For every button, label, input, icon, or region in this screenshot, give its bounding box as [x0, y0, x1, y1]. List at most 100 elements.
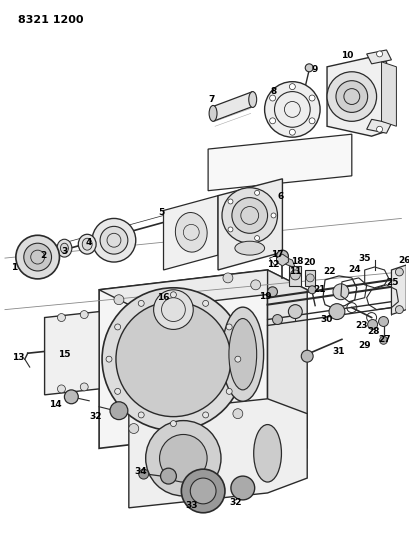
Circle shape — [375, 51, 382, 57]
Circle shape — [301, 350, 312, 362]
Text: 11: 11 — [288, 268, 301, 277]
Text: 29: 29 — [357, 341, 370, 350]
Circle shape — [153, 290, 193, 329]
Text: 33: 33 — [184, 502, 197, 510]
Text: 25: 25 — [385, 278, 398, 287]
Circle shape — [24, 243, 52, 271]
Circle shape — [379, 336, 387, 344]
Text: 8321 1200: 8321 1200 — [18, 15, 83, 25]
Circle shape — [202, 412, 208, 418]
Circle shape — [234, 356, 240, 362]
Circle shape — [335, 80, 367, 112]
Text: 13: 13 — [11, 353, 24, 362]
Circle shape — [227, 227, 232, 232]
Polygon shape — [391, 265, 405, 314]
Circle shape — [267, 287, 277, 297]
Ellipse shape — [175, 213, 207, 252]
Text: 32: 32 — [229, 498, 242, 507]
Circle shape — [332, 284, 348, 300]
Ellipse shape — [57, 239, 72, 257]
Ellipse shape — [234, 241, 264, 255]
Circle shape — [115, 324, 120, 330]
Text: 24: 24 — [348, 265, 360, 274]
Polygon shape — [366, 119, 391, 133]
Text: 17: 17 — [270, 249, 283, 259]
Polygon shape — [267, 270, 306, 448]
Circle shape — [222, 273, 232, 283]
Text: 18: 18 — [290, 256, 303, 265]
Text: 5: 5 — [158, 208, 164, 217]
Circle shape — [394, 268, 402, 276]
Circle shape — [80, 311, 88, 319]
Text: 4: 4 — [86, 238, 92, 247]
Text: 19: 19 — [258, 292, 271, 301]
Circle shape — [306, 274, 313, 282]
Circle shape — [160, 468, 176, 484]
Circle shape — [226, 389, 231, 394]
Text: 1: 1 — [11, 263, 17, 272]
Circle shape — [326, 72, 375, 122]
Polygon shape — [99, 270, 267, 448]
Text: 28: 28 — [366, 327, 379, 336]
Circle shape — [288, 305, 301, 319]
Circle shape — [232, 409, 242, 418]
Ellipse shape — [248, 92, 256, 108]
Text: 23: 23 — [355, 321, 367, 330]
Polygon shape — [45, 312, 99, 395]
Circle shape — [231, 198, 267, 233]
Text: 15: 15 — [58, 350, 70, 359]
Text: 14: 14 — [49, 400, 62, 409]
Text: 30: 30 — [320, 315, 333, 324]
Circle shape — [80, 383, 88, 391]
Circle shape — [289, 84, 294, 90]
Circle shape — [308, 95, 314, 101]
Bar — [289, 266, 301, 286]
Circle shape — [230, 476, 254, 500]
Circle shape — [128, 424, 138, 433]
Text: 26: 26 — [397, 255, 409, 264]
Text: 21: 21 — [312, 285, 325, 294]
Circle shape — [116, 302, 230, 417]
Circle shape — [102, 288, 244, 431]
Polygon shape — [366, 50, 391, 64]
Ellipse shape — [221, 307, 263, 401]
Circle shape — [308, 286, 315, 294]
Circle shape — [170, 292, 176, 298]
Polygon shape — [163, 196, 218, 270]
Circle shape — [250, 280, 260, 290]
Circle shape — [114, 295, 124, 305]
Text: 6: 6 — [276, 192, 283, 201]
Circle shape — [304, 64, 312, 72]
Ellipse shape — [253, 425, 281, 482]
Circle shape — [138, 301, 144, 306]
Text: 10: 10 — [340, 51, 352, 60]
Circle shape — [190, 478, 216, 504]
Polygon shape — [326, 57, 386, 136]
Circle shape — [328, 304, 344, 319]
Circle shape — [106, 356, 112, 362]
Circle shape — [289, 129, 294, 135]
Ellipse shape — [209, 106, 216, 122]
Circle shape — [221, 188, 277, 243]
Polygon shape — [208, 134, 351, 191]
Circle shape — [170, 421, 176, 426]
Circle shape — [264, 82, 319, 137]
Circle shape — [227, 199, 232, 204]
Circle shape — [269, 118, 275, 124]
Circle shape — [272, 314, 282, 325]
Circle shape — [276, 250, 288, 262]
Text: 16: 16 — [157, 293, 169, 302]
Text: 35: 35 — [357, 254, 370, 263]
Polygon shape — [213, 92, 252, 122]
Polygon shape — [276, 254, 288, 266]
Circle shape — [378, 317, 388, 326]
Ellipse shape — [82, 238, 92, 250]
Circle shape — [254, 236, 259, 240]
Circle shape — [57, 385, 65, 393]
Bar — [304, 270, 315, 286]
Circle shape — [145, 421, 220, 496]
Ellipse shape — [60, 243, 68, 253]
Ellipse shape — [78, 235, 96, 254]
Circle shape — [100, 227, 128, 254]
Text: 3: 3 — [61, 247, 67, 256]
